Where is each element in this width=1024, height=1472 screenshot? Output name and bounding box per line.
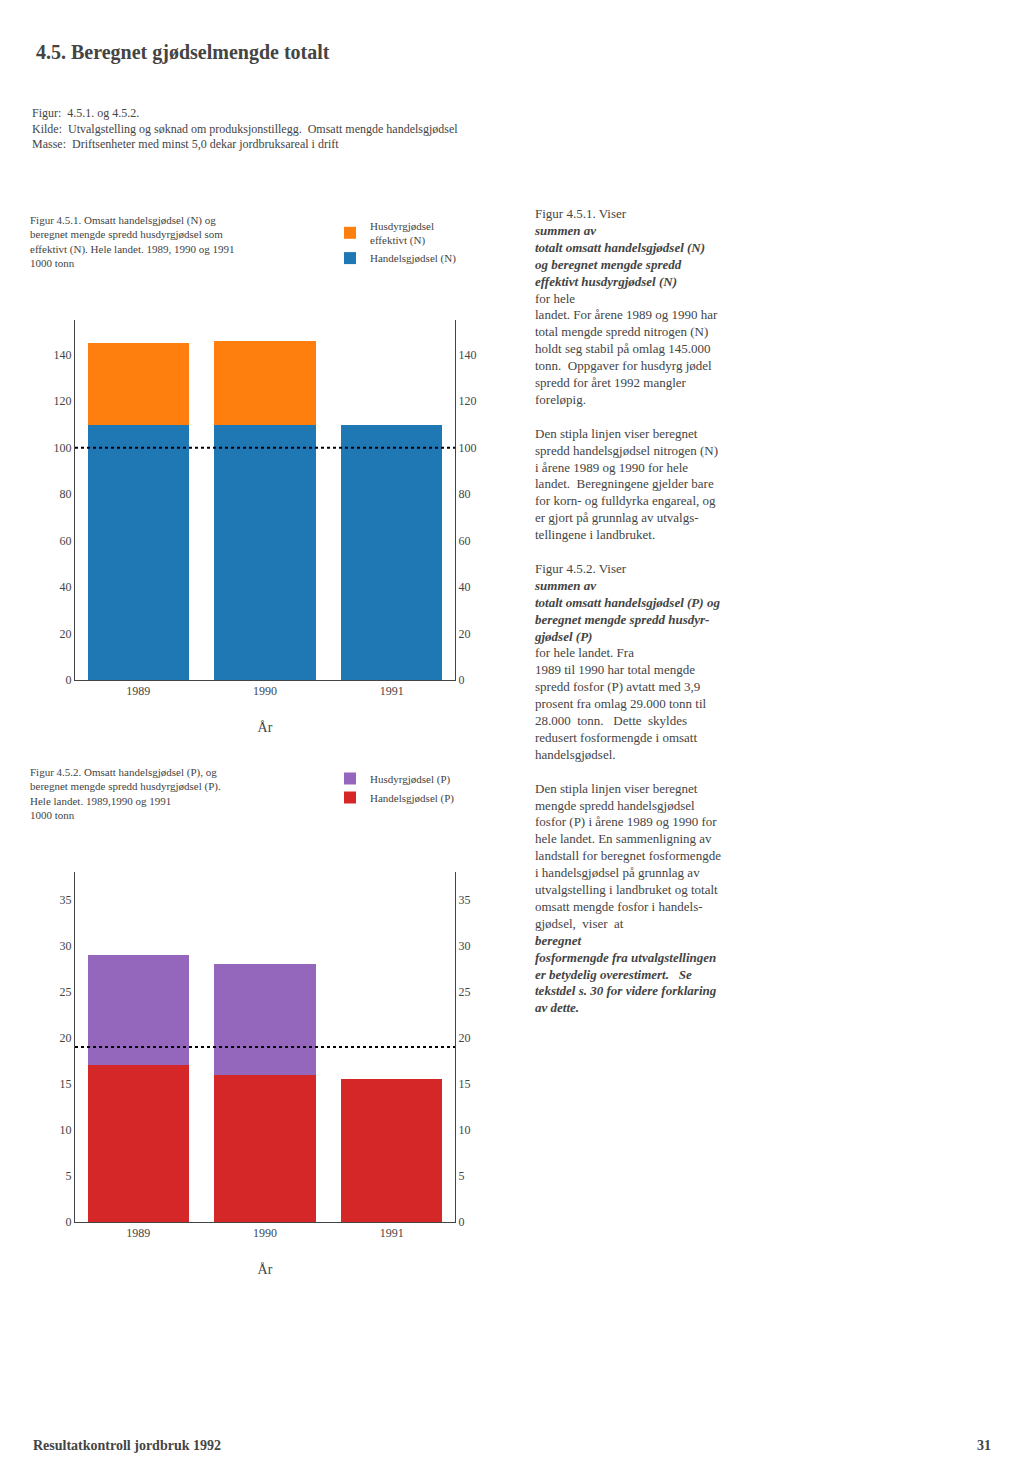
svg-text:30: 30 <box>458 939 470 953</box>
svg-text:31: 31 <box>977 1438 991 1453</box>
svg-text:80: 80 <box>458 487 470 501</box>
svg-text:1991: 1991 <box>380 1226 404 1240</box>
svg-text:Figur 4.5.2. Omsatt handelsgjø: Figur 4.5.2. Omsatt handelsgjødsel (P), … <box>30 766 221 821</box>
svg-text:25: 25 <box>458 985 470 999</box>
svg-text:40: 40 <box>458 580 470 594</box>
svg-text:1990: 1990 <box>253 1226 277 1240</box>
svg-text:20: 20 <box>60 1031 72 1045</box>
svg-text:Resultatkontroll jordbruk 1992: Resultatkontroll jordbruk 1992 <box>33 1438 221 1453</box>
svg-text:35: 35 <box>458 893 470 907</box>
svg-text:100: 100 <box>458 441 476 455</box>
svg-text:10: 10 <box>458 1123 470 1137</box>
svg-text:1990: 1990 <box>253 684 277 698</box>
svg-text:4.5. Beregnet gjødselmengde to: 4.5. Beregnet gjødselmengde totalt <box>36 41 330 64</box>
svg-text:1991: 1991 <box>380 684 404 698</box>
svg-text:År: År <box>258 1262 273 1277</box>
svg-text:1989: 1989 <box>126 1226 150 1240</box>
svg-text:Figur: 4.5.1. og 4.5.2.Kilde:: Figur: 4.5.1. og 4.5.2.Kilde: Utvalgstel… <box>32 106 458 151</box>
svg-text:80: 80 <box>60 487 72 501</box>
svg-text:10: 10 <box>60 1123 72 1137</box>
svg-text:Husdyrgjødsel (P): Husdyrgjødsel (P) <box>370 773 450 786</box>
svg-text:0: 0 <box>458 1215 464 1229</box>
svg-text:5: 5 <box>66 1169 72 1183</box>
svg-text:Figur 4.5.1. Viser summen avto: Figur 4.5.1. Viser summen avtotalt omsat… <box>534 206 721 1015</box>
svg-text:15: 15 <box>60 1077 72 1091</box>
svg-text:120: 120 <box>54 394 72 408</box>
svg-text:30: 30 <box>60 939 72 953</box>
svg-text:0: 0 <box>66 673 72 687</box>
svg-text:5: 5 <box>458 1169 464 1183</box>
svg-text:60: 60 <box>60 534 72 548</box>
svg-text:140: 140 <box>54 348 72 362</box>
svg-text:20: 20 <box>458 627 470 641</box>
svg-text:Husdyrgjødseleffektivt (N): Husdyrgjødseleffektivt (N) <box>370 220 434 247</box>
svg-text:35: 35 <box>60 893 72 907</box>
svg-text:0: 0 <box>66 1215 72 1229</box>
svg-text:40: 40 <box>60 580 72 594</box>
svg-text:Handelsgjødsel (P): Handelsgjødsel (P) <box>370 792 454 805</box>
svg-text:15: 15 <box>458 1077 470 1091</box>
svg-text:0: 0 <box>458 673 464 687</box>
svg-text:60: 60 <box>458 534 470 548</box>
svg-text:Handelsgjødsel (N): Handelsgjødsel (N) <box>370 252 456 265</box>
svg-text:140: 140 <box>458 348 476 362</box>
svg-text:20: 20 <box>458 1031 470 1045</box>
svg-text:25: 25 <box>60 985 72 999</box>
svg-text:20: 20 <box>60 627 72 641</box>
svg-text:År: År <box>258 720 273 735</box>
svg-text:1989: 1989 <box>126 684 150 698</box>
svg-text:Figur 4.5.1. Omsatt handelsgjø: Figur 4.5.1. Omsatt handelsgjødsel (N) o… <box>30 214 234 269</box>
svg-text:100: 100 <box>54 441 72 455</box>
svg-text:120: 120 <box>458 394 476 408</box>
